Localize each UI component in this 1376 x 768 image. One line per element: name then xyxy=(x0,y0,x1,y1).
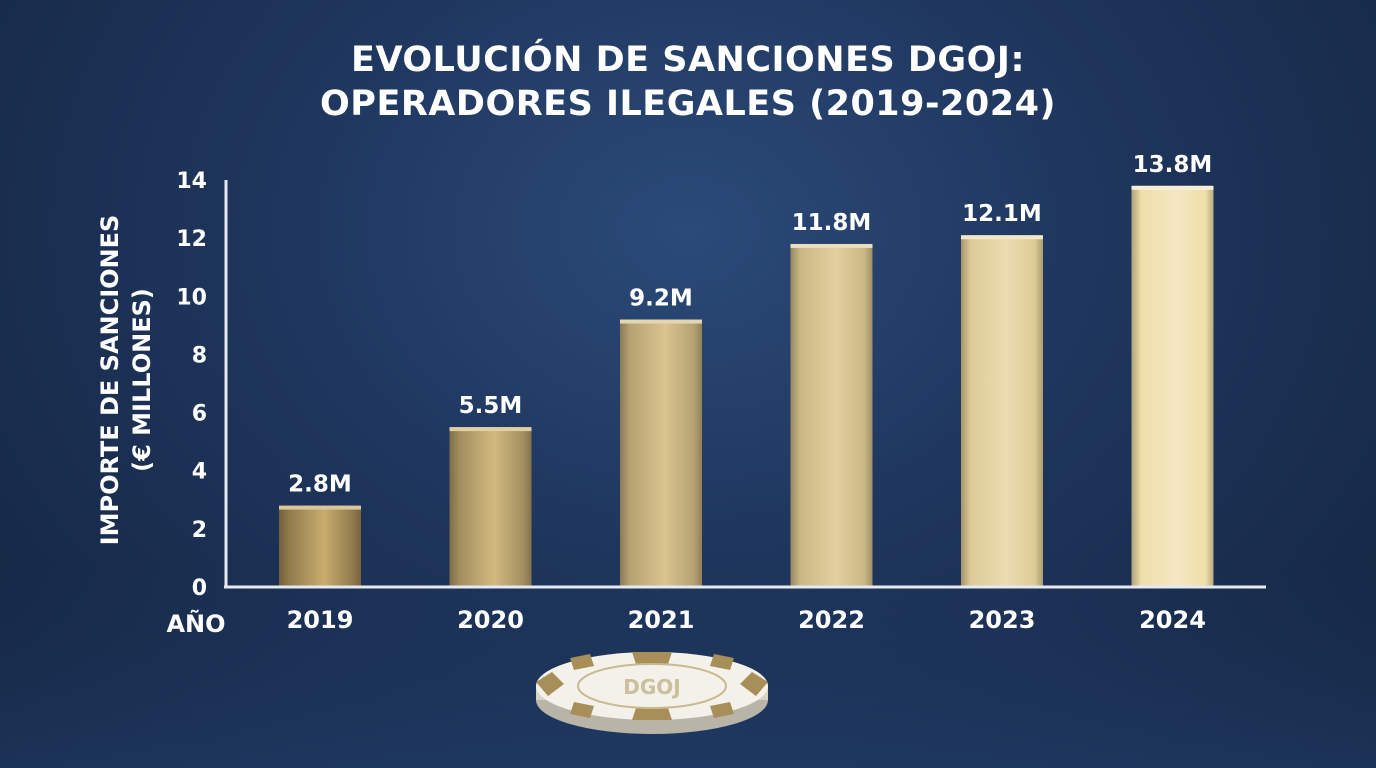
dgoj-chip-logo: DGOJ xyxy=(536,652,768,734)
y-tick-label: 2 xyxy=(192,518,207,543)
x-axis-title: AÑO xyxy=(166,609,225,638)
value-label-2020: 5.5M xyxy=(459,393,523,419)
chip-text: DGOJ xyxy=(623,675,680,699)
x-category-label: 2021 xyxy=(628,606,695,634)
y-tick-label: 8 xyxy=(192,343,207,368)
x-category-label: 2024 xyxy=(1139,606,1206,634)
x-category-label: 2023 xyxy=(969,606,1036,634)
value-label-2024: 13.8M xyxy=(1133,152,1213,178)
y-tick-label: 12 xyxy=(176,227,207,252)
value-label-2019: 2.8M xyxy=(288,472,352,498)
chart-title-line-2: OPERADORES ILEGALES (2019-2024) xyxy=(320,84,1056,124)
bar-top-highlight xyxy=(279,505,361,510)
y-tick-label: 0 xyxy=(192,576,207,601)
bar-top-highlight xyxy=(961,235,1043,240)
y-tick-label: 14 xyxy=(176,169,207,194)
value-label-2023: 12.1M xyxy=(962,201,1042,227)
bar-2024 xyxy=(1131,185,1214,588)
bar-top-highlight xyxy=(449,427,532,432)
chart-title: EVOLUCIÓN DE SANCIONES DGOJ: OPERADORES … xyxy=(0,38,1376,126)
y-tick-label: 10 xyxy=(176,285,207,310)
bar-2021 xyxy=(620,319,702,587)
y-axis-title-line-1: IMPORTE DE SANCIONES xyxy=(96,215,124,546)
bar-top-highlight xyxy=(1131,185,1214,190)
y-tick-label: 6 xyxy=(192,402,207,427)
x-category-label: 2022 xyxy=(798,606,865,634)
x-category-label: 2020 xyxy=(457,606,524,634)
y-axis-title-line-2: (€ MILLONES) xyxy=(128,288,156,472)
x-category-label: 2019 xyxy=(287,606,354,634)
chart-title-line-1: EVOLUCIÓN DE SANCIONES DGOJ: xyxy=(351,40,1025,80)
bar-2020 xyxy=(449,427,532,587)
bar-top-highlight xyxy=(620,319,702,324)
bar-top-highlight xyxy=(790,243,873,248)
value-label-2022: 11.8M xyxy=(792,210,872,236)
bar-2022 xyxy=(790,243,873,587)
value-label-2021: 9.2M xyxy=(629,286,693,312)
bar-2019 xyxy=(279,505,361,587)
y-tick-label: 4 xyxy=(192,460,207,485)
bar-2023 xyxy=(961,235,1043,587)
